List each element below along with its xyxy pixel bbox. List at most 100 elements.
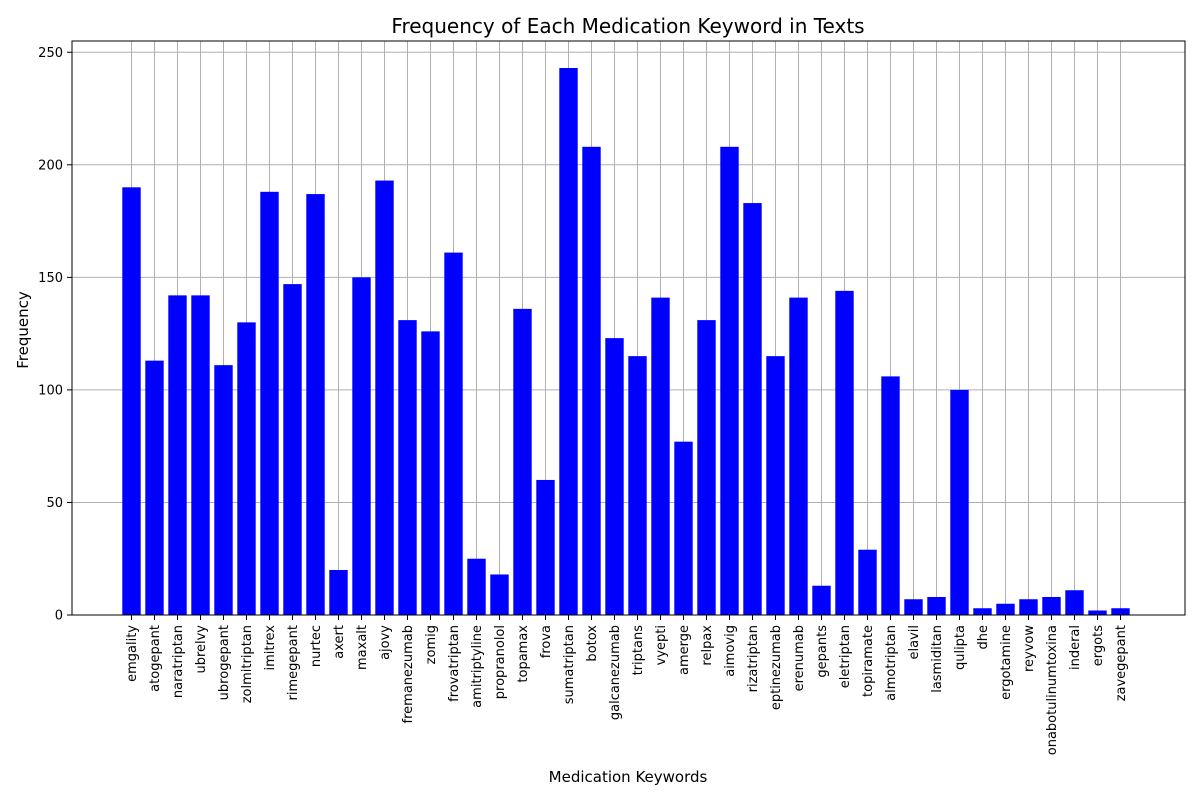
bar-amerge xyxy=(674,441,693,615)
x-tick-label: topamax xyxy=(516,625,531,683)
axes: 0 50 100 150 200 250 emgality atogepant naratrip… xyxy=(38,40,1186,755)
x-tick-label: qulipta xyxy=(953,625,968,670)
x-tick-label: propranolol xyxy=(493,625,508,699)
bar-zolmitriptan xyxy=(237,322,256,615)
x-tick-label: relpax xyxy=(700,625,715,666)
bar-ergotamine xyxy=(996,603,1015,615)
bar-almotriptan xyxy=(881,376,900,615)
x-tick-label: triptans xyxy=(631,625,646,676)
x-tick-label: ajovy xyxy=(378,625,393,660)
x-tick-label: ubrogepant xyxy=(217,625,232,700)
bar-qulipta xyxy=(950,389,969,615)
x-tick-label: aimovig xyxy=(723,625,738,677)
x-tick-label: frovatriptan xyxy=(447,625,462,702)
x-tick-label: gepants xyxy=(815,625,830,678)
bar-erenumab xyxy=(789,297,808,615)
bar-eletriptan xyxy=(835,290,854,615)
bar-relpax xyxy=(697,320,716,615)
x-tick-label: frova xyxy=(539,625,554,658)
bar-reyvow xyxy=(1019,599,1038,615)
bar-axert xyxy=(329,569,348,615)
x-tick-label: ubrelvy xyxy=(194,625,209,674)
x-tick-label: naratriptan xyxy=(171,625,186,698)
x-tick-label: inderal xyxy=(1068,625,1083,670)
bar-ubrogepant xyxy=(214,365,233,615)
bar-eptinezumab xyxy=(766,356,785,615)
plot-frame xyxy=(71,40,1186,616)
bar-zavegepant xyxy=(1111,608,1130,615)
bar-atogepant xyxy=(145,360,164,615)
bar-naratriptan xyxy=(168,295,187,615)
x-tick-label: amerge xyxy=(677,625,692,675)
bar-rizatriptan xyxy=(743,203,762,615)
x-tick-label: dhe xyxy=(976,625,991,650)
x-tick-label: galcanezumab xyxy=(608,625,623,720)
bar-sumatriptan xyxy=(559,68,578,615)
y-tick-label: 200 xyxy=(38,158,63,173)
bar-vyepti xyxy=(651,297,670,615)
x-tick-label: eletriptan xyxy=(838,625,853,688)
bars xyxy=(122,68,1130,616)
y-tick-label: 50 xyxy=(46,496,63,511)
x-tick-label: rimegepant xyxy=(286,625,301,700)
bar-galcanezumab xyxy=(605,338,624,615)
bar-amitriptyline xyxy=(467,558,486,615)
x-tick-label: ergots xyxy=(1091,625,1106,666)
x-tick-label: ergotamine xyxy=(999,625,1014,700)
bar-topiramate xyxy=(858,549,877,615)
x-tick-label: almotriptan xyxy=(884,625,899,701)
y-tick-label: 0 xyxy=(55,609,63,624)
bar-triptans xyxy=(628,356,647,615)
x-tick-label: vyepti xyxy=(654,625,669,665)
bar-emgality xyxy=(122,187,141,615)
bar-frova xyxy=(536,479,555,615)
y-axis-title: Frequency xyxy=(14,291,32,369)
bar-lasmiditan xyxy=(927,596,946,615)
bar-zomig xyxy=(421,331,440,615)
y-tick-label: 150 xyxy=(38,271,63,286)
x-tick-label: elavil xyxy=(907,625,922,660)
bar-topamax xyxy=(513,308,532,615)
x-tick-label: fremanezumab xyxy=(401,625,416,723)
bar-inderal xyxy=(1065,590,1084,615)
bar-ubrelvy xyxy=(191,295,210,615)
x-tick-label: nurtec xyxy=(309,625,324,667)
x-tick-label: imitrex xyxy=(263,625,278,671)
bar-fremanezumab xyxy=(398,320,417,615)
bar-frovatriptan xyxy=(444,252,463,615)
bar-onabotulinumtoxina xyxy=(1042,596,1061,615)
bar-gepants xyxy=(812,585,831,615)
y-tick-label: 100 xyxy=(38,383,63,398)
x-tick-label: lasmiditan xyxy=(930,625,945,693)
x-tick-label: rizatriptan xyxy=(746,625,761,692)
bar-dhe xyxy=(973,608,992,615)
x-tick-label: botox xyxy=(585,625,600,662)
bar-ergots xyxy=(1088,610,1107,615)
x-axis-title: Medication Keywords xyxy=(549,768,708,786)
x-tick-label: axert xyxy=(332,625,347,659)
bar-nurtec xyxy=(306,194,325,616)
bar-ajovy xyxy=(375,180,394,615)
chart-title: Frequency of Each Medication Keyword in … xyxy=(391,14,864,38)
x-tick-label: amitriptyline xyxy=(470,625,485,708)
x-tick-label: eptinezumab xyxy=(769,625,784,710)
x-tick-label: zavegepant xyxy=(1114,625,1129,701)
x-tick-label: zomig xyxy=(424,625,439,664)
x-tick-label: reyvow xyxy=(1022,625,1037,672)
bar-propranolol xyxy=(490,574,509,615)
x-tick-label: onabotulinumtoxina xyxy=(1045,625,1060,755)
x-tick-label: zolmitriptan xyxy=(240,625,255,703)
bar-botox xyxy=(582,146,601,615)
y-tick-label: 250 xyxy=(38,46,63,61)
bar-imitrex xyxy=(260,191,279,616)
x-tick-label: emgality xyxy=(125,625,140,682)
bar-aimovig xyxy=(720,146,739,615)
bar-elavil xyxy=(904,599,923,615)
bar-maxalt xyxy=(352,277,371,615)
x-tick-label: topiramate xyxy=(861,625,876,697)
x-tick-label: erenumab xyxy=(792,625,807,691)
x-tick-label: atogepant xyxy=(148,625,163,692)
bar-rimegepant xyxy=(283,284,302,615)
